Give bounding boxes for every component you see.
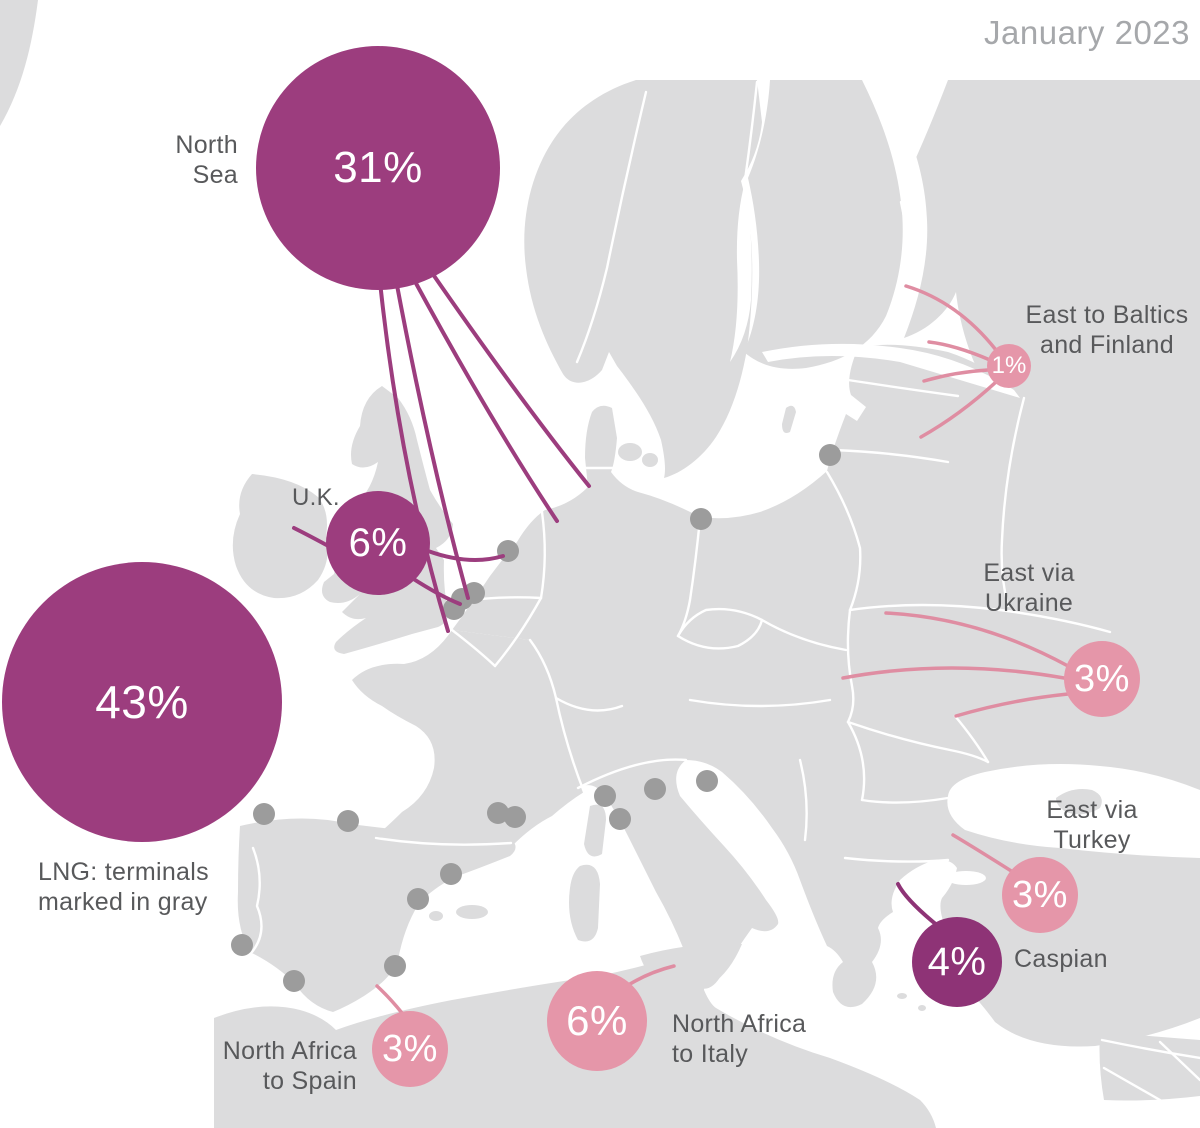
lng-terminal-dot (819, 444, 841, 466)
lng-terminal-dot (283, 970, 305, 992)
flow-line (896, 882, 940, 928)
turkey-flow-line (951, 833, 1018, 876)
bubble-lng: 43% (2, 562, 282, 842)
lng-terminal-dot (696, 770, 718, 792)
label-east-via-ukraine: East via Ukraine (983, 559, 1075, 617)
ukraine-flow-lines (841, 611, 1070, 718)
baltics-flow-lines (904, 284, 998, 439)
land-cyprus (1032, 1020, 1064, 1035)
land-aegean-isle-2 (918, 1005, 926, 1011)
flow-line (927, 340, 992, 362)
label-east-via-turkey: East via Turkey (1046, 796, 1138, 854)
bubble-value: 1% (991, 352, 1027, 379)
label-east-baltics-finland: East to Baltics and Finland (1025, 301, 1189, 359)
land-sicily (640, 943, 742, 992)
spain-flow-line (375, 984, 404, 1015)
country-borders (250, 80, 1200, 1102)
bubble-north-africa-spain: 3% (372, 1011, 448, 1087)
bubble-north-africa-italy: 6% (547, 971, 647, 1071)
sea-of-marmara (946, 871, 986, 885)
flow-line (394, 278, 470, 600)
bubble-value: 4% (927, 939, 987, 984)
flow-line (628, 964, 676, 986)
label-caspian: Caspian (1014, 945, 1108, 973)
bubble-value: 6% (566, 997, 628, 1044)
land-mallorca (456, 905, 488, 919)
land-levant (1099, 1032, 1200, 1101)
label-lng-note: LNG: terminals marked in gray (38, 858, 209, 916)
flow-line (378, 280, 450, 633)
bubble-value: 3% (1012, 873, 1068, 916)
flow-line (922, 368, 990, 383)
lng-terminal-dot (644, 778, 666, 800)
bubble-caspian: 4% (912, 917, 1002, 1007)
lng-terminal-dot (253, 803, 275, 825)
north-sea-flow-lines (378, 268, 591, 633)
land-ireland (232, 474, 328, 599)
flow-line (410, 274, 559, 523)
lng-terminal-dot (384, 955, 406, 977)
flow-line (410, 576, 462, 606)
bubble-value: 6% (348, 520, 408, 565)
flow-line (951, 833, 1018, 876)
caspian-flow-line (896, 882, 940, 928)
land-russia (880, 80, 1200, 458)
flow-line (919, 380, 998, 439)
bubble-north-sea: 31% (256, 46, 500, 290)
lng-terminal-dot (690, 508, 712, 530)
land-finland (744, 80, 903, 369)
label-north-sea: North Sea (175, 131, 238, 189)
lng-terminal-dot (231, 934, 253, 956)
land-zealand (618, 443, 642, 461)
flow-line (428, 268, 591, 488)
lng-terminal-dot (337, 810, 359, 832)
land-sardinia (569, 864, 600, 942)
bubble-east-via-ukraine: 3% (1064, 641, 1140, 717)
lng-terminal-dot (407, 888, 429, 910)
bubble-value: 3% (1074, 657, 1130, 700)
bubble-uk: 6% (326, 491, 430, 595)
bubble-value: 31% (333, 143, 423, 192)
bubble-east-baltics-finland: 1% (987, 344, 1031, 388)
lng-terminal-dot (609, 808, 631, 830)
bubble-value: 43% (95, 676, 189, 728)
land-corsica (584, 804, 606, 857)
land-crimea (1056, 789, 1102, 815)
land-corner (0, 0, 38, 126)
flow-line (904, 284, 998, 352)
label-north-africa-spain: North Africa to Spain (222, 1037, 357, 1095)
flow-line (375, 984, 404, 1015)
gulf-of-bothnia (730, 182, 752, 362)
lng-terminal-dot (487, 802, 509, 824)
date-title: January 2023 (984, 14, 1190, 51)
flow-line (426, 549, 505, 562)
land-france (352, 630, 584, 846)
lng-terminal-dot (594, 785, 616, 807)
lng-terminal-dot (504, 806, 526, 828)
land-funen (642, 453, 658, 467)
flow-line (841, 666, 1066, 680)
land-aegean-isle (897, 993, 907, 999)
flow-line (884, 611, 1070, 668)
land-scandinavia (524, 80, 762, 478)
bubble-east-via-turkey: 3% (1002, 857, 1078, 933)
land-ibiza (429, 911, 443, 921)
white-sea (878, 80, 948, 186)
bubble-value: 3% (382, 1027, 438, 1070)
flow-line (954, 692, 1070, 718)
land-gotland (782, 405, 796, 433)
label-uk: U.K. (292, 484, 340, 511)
lng-terminal-dot (440, 863, 462, 885)
label-north-africa-italy: North Africa to Italy (672, 1010, 807, 1068)
italy-flow-line (628, 964, 676, 986)
